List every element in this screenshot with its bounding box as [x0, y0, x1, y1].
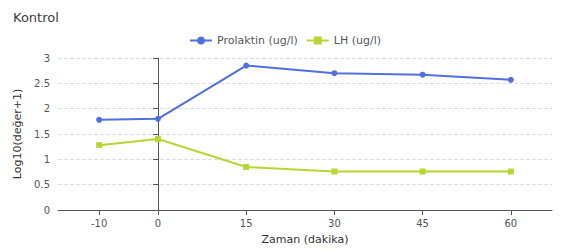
- svg-text:2.5: 2.5: [34, 78, 50, 89]
- svg-text:Zaman (dakika): Zaman (dakika): [262, 233, 349, 246]
- svg-text:15: 15: [240, 218, 253, 229]
- svg-text:0.5: 0.5: [34, 179, 50, 190]
- svg-text:60: 60: [504, 218, 517, 229]
- svg-text:0: 0: [44, 205, 50, 216]
- svg-text:45: 45: [416, 218, 429, 229]
- svg-text:LH (ug/l): LH (ug/l): [334, 34, 381, 47]
- svg-text:1: 1: [44, 154, 50, 165]
- svg-text:-10: -10: [91, 218, 107, 229]
- svg-text:0: 0: [155, 218, 161, 229]
- svg-text:Log10(değer+1): Log10(değer+1): [11, 89, 24, 179]
- svg-text:Prolaktin (ug/l): Prolaktin (ug/l): [217, 34, 298, 47]
- svg-text:2: 2: [44, 103, 50, 114]
- svg-text:3: 3: [44, 53, 50, 64]
- svg-text:Kontrol: Kontrol: [13, 10, 59, 25]
- svg-text:30: 30: [328, 218, 341, 229]
- svg-text:1.5: 1.5: [34, 129, 50, 140]
